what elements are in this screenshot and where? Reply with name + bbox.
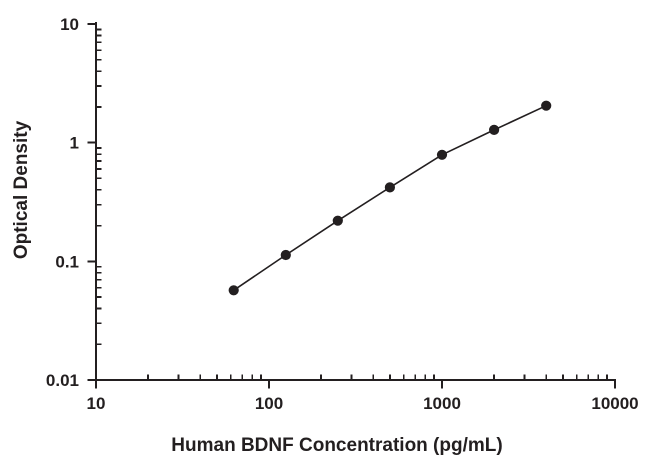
x-tick-label: 10000 (591, 394, 638, 413)
data-point (228, 285, 239, 296)
data-point (436, 149, 448, 160)
x-tick-label: 1000 (423, 394, 461, 413)
data-point (541, 100, 552, 111)
y-tick-label: 10 (60, 15, 79, 34)
data-point (489, 124, 500, 135)
data-point (280, 249, 291, 261)
x-tick-label: 10 (87, 394, 106, 413)
y-axis-title: Optical Density (11, 120, 32, 259)
data-point (384, 182, 395, 193)
y-tick-label: 0.1 (55, 252, 79, 271)
y-tick-label: 0.01 (46, 371, 79, 390)
data-point (332, 215, 343, 226)
standard-curve-line (233, 104, 547, 291)
x-tick-label: 100 (255, 394, 283, 413)
x-axis-title: Human BDNF Concentration (pg/mL) (171, 435, 502, 456)
chart-layer: 10 100 1000 10000 0.01 0.1 1 10 (46, 15, 639, 413)
y-tick-label: 1 (70, 134, 79, 153)
